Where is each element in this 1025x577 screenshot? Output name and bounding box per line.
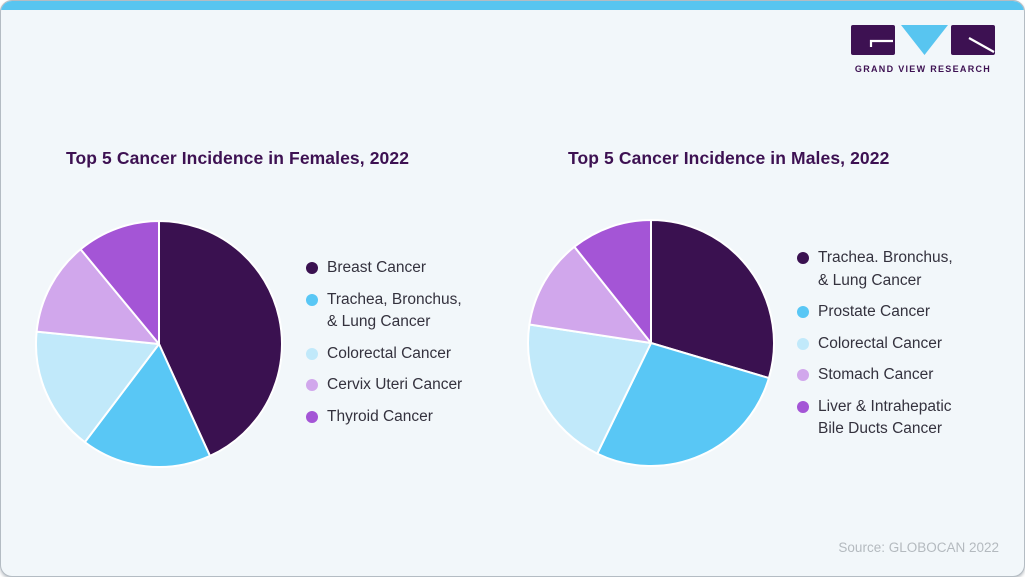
logo-v-triangle bbox=[901, 25, 948, 55]
legend-swatch bbox=[306, 293, 318, 306]
pie-slice bbox=[83, 343, 211, 468]
legend-swatch bbox=[797, 252, 809, 264]
pie-slice bbox=[573, 219, 652, 344]
legend-item: Cervix Uteri Cancer bbox=[306, 374, 462, 397]
pie-chart-females bbox=[35, 220, 283, 468]
gvr-logo-mark bbox=[851, 25, 995, 55]
legend-label: Thyroid Cancer bbox=[327, 407, 433, 425]
legend-swatch bbox=[797, 369, 809, 381]
pie-chart-males bbox=[527, 219, 775, 467]
legend-item: Colorectal Cancer bbox=[306, 343, 462, 366]
legend-label: Trachea, Bronchus, & Lung Cancer bbox=[327, 290, 462, 331]
pie-slice bbox=[158, 220, 283, 457]
legend-label: Liver & Intrahepatic Bile Ducts Cancer bbox=[818, 397, 952, 438]
pie-slice bbox=[35, 248, 160, 345]
legend-item: Prostate Cancer bbox=[797, 301, 953, 324]
logo-g-glyph bbox=[869, 39, 893, 47]
legend-males: Trachea. Bronchus, & Lung Cancer Prostate … bbox=[797, 247, 953, 441]
source-note: Source: GLOBOCAN 2022 bbox=[838, 540, 999, 555]
pie-slice bbox=[35, 330, 160, 444]
legend-label: Colorectal Cancer bbox=[327, 344, 452, 362]
pie-slice bbox=[650, 219, 775, 380]
chart-title-males: Top 5 Cancer Incidence in Males, 2022 bbox=[568, 148, 890, 168]
legend-swatch bbox=[306, 347, 318, 360]
chart-title-females: Top 5 Cancer Incidence in Females, 2022 bbox=[66, 148, 410, 168]
legend-swatch bbox=[797, 400, 809, 413]
legend-item: Breast Cancer bbox=[306, 257, 462, 280]
pie-slice bbox=[527, 323, 652, 455]
legend-swatch bbox=[306, 262, 318, 274]
legend-females: Breast Cancer Trachea, Bronchus, & Lung Ca… bbox=[306, 257, 462, 428]
logo-r-glyph bbox=[968, 37, 995, 53]
legend-label: Trachea. Bronchus, & Lung Cancer bbox=[818, 249, 953, 289]
legend-swatch bbox=[797, 306, 809, 318]
pie-slice bbox=[528, 245, 652, 344]
legend-item: Trachea. Bronchus, & Lung Cancer bbox=[797, 247, 953, 292]
legend-label: Stomach Cancer bbox=[818, 366, 934, 383]
legend-swatch bbox=[306, 410, 318, 423]
legend-label: Cervix Uteri Cancer bbox=[327, 376, 463, 393]
legend-swatch bbox=[306, 379, 318, 391]
pie-slice bbox=[79, 220, 160, 345]
pie-slice bbox=[596, 342, 770, 467]
grand-view-research-logo: GRAND VIEW RESEARCH bbox=[850, 25, 996, 74]
top-accent-bar bbox=[1, 1, 1024, 10]
legend-label: Breast Cancer bbox=[327, 259, 427, 276]
legend-item: Stomach Cancer bbox=[797, 364, 953, 387]
legend-swatch bbox=[797, 337, 809, 350]
legend-item: Liver & Intrahepatic Bile Ducts Cancer bbox=[797, 396, 953, 441]
legend-item: Thyroid Cancer bbox=[306, 406, 462, 429]
legend-item: Colorectal Cancer bbox=[797, 333, 953, 356]
logo-wordmark: GRAND VIEW RESEARCH bbox=[854, 64, 992, 74]
legend-label: Colorectal Cancer bbox=[818, 334, 943, 352]
legend-item: Trachea, Bronchus, & Lung Cancer bbox=[306, 289, 462, 334]
legend-label: Prostate Cancer bbox=[818, 303, 930, 320]
